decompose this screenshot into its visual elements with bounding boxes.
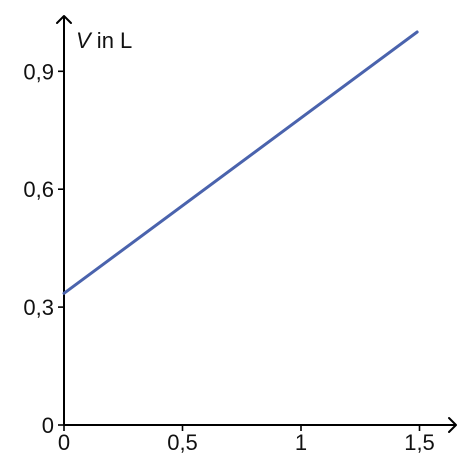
x-tick-label-2: 1 xyxy=(295,430,307,455)
axis-ticks: 0 0,5 1 1,5 0 0,3 0,6 0,9 xyxy=(23,59,434,455)
y-tick-label-2: 0,6 xyxy=(23,177,54,202)
y-axis-arrow xyxy=(56,15,72,24)
x-tick-label-1: 0,5 xyxy=(167,430,198,455)
y-tick-label-1: 0,3 xyxy=(23,295,54,320)
y-axis-title: V in L xyxy=(76,28,132,53)
x-axis-arrow xyxy=(448,417,457,433)
y-tick-label-3: 0,9 xyxy=(23,59,54,84)
series-line-0 xyxy=(62,30,419,295)
y-tick-label-0: 0 xyxy=(42,413,54,438)
y-axis-unit: in L xyxy=(91,28,133,53)
axes xyxy=(56,15,457,433)
y-axis-variable: V xyxy=(76,28,93,53)
series-layer xyxy=(62,30,419,295)
x-tick-label-3: 1,5 xyxy=(404,430,435,455)
x-tick-label-0: 0 xyxy=(58,430,70,455)
